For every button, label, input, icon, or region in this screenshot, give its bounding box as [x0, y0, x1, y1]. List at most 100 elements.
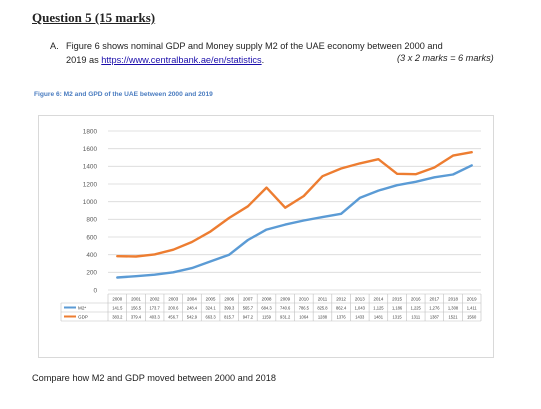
question-line-2-prefix: 2019 as: [66, 55, 102, 65]
data-label: 1,125: [373, 305, 384, 310]
question-line-1: Figure 6 shows nominal GDP and Money sup…: [66, 41, 443, 51]
data-point: [452, 173, 454, 176]
y-tick-label: 400: [86, 252, 97, 259]
data-label: 173.7: [150, 305, 161, 310]
legend-label: GDP: [78, 314, 88, 319]
data-point: [228, 253, 231, 256]
x-tick-label: 2013: [355, 296, 365, 301]
data-label: 456.7: [168, 314, 179, 319]
data-label: 324.1: [205, 305, 216, 310]
data-point: [135, 275, 137, 278]
data-point: [116, 255, 119, 258]
data-label: 1,276: [429, 305, 440, 310]
data-point: [172, 271, 175, 274]
data-point: [302, 195, 305, 197]
data-point: [433, 166, 436, 169]
y-tick-label: 800: [86, 217, 97, 224]
data-label: 200.6: [168, 305, 179, 310]
data-label: 565.7: [243, 305, 254, 310]
data-point: [396, 172, 398, 175]
data-label: 1288: [318, 314, 328, 319]
data-point: [414, 180, 417, 183]
data-label: 740.6: [280, 305, 291, 310]
y-tick-label: 1400: [83, 164, 98, 171]
x-tick-label: 2015: [392, 296, 402, 301]
data-label: 947.2: [243, 314, 254, 319]
x-tick-label: 2001: [131, 296, 141, 301]
data-point: [377, 189, 380, 192]
x-tick-label: 2018: [448, 296, 458, 301]
x-tick-label: 2008: [262, 296, 272, 301]
data-label: 931.2: [280, 314, 291, 319]
data-point: [209, 260, 212, 263]
data-point: [302, 219, 305, 222]
data-point: [116, 276, 119, 279]
y-tick-label: 1800: [83, 128, 98, 135]
footer-question: Compare how M2 and GDP moved between 200…: [32, 373, 276, 383]
data-label: 379.4: [131, 314, 142, 319]
x-tick-label: 2006: [224, 296, 234, 301]
data-label: 403.3: [150, 314, 161, 319]
data-point: [470, 151, 473, 154]
data-label: 1560: [467, 314, 477, 319]
legend-label: M2*: [78, 305, 86, 310]
x-tick-label: 2004: [187, 296, 197, 301]
data-label: 1,186: [392, 305, 403, 310]
data-label: 684.3: [261, 305, 272, 310]
data-point: [209, 230, 212, 233]
data-label: 1433: [355, 314, 365, 319]
data-point: [377, 158, 380, 161]
x-tick-label: 2016: [411, 296, 421, 301]
statistics-link[interactable]: https://www.centralbank.ae/en/statistics: [101, 55, 262, 65]
y-tick-label: 1200: [83, 181, 98, 188]
x-tick-label: 2007: [243, 296, 253, 301]
data-point: [358, 162, 361, 165]
marks-note: (3 x 2 marks = 6 marks): [397, 53, 494, 63]
data-point: [414, 173, 417, 176]
data-point: [396, 184, 398, 187]
x-tick-label: 2019: [467, 296, 477, 301]
data-label: 815.7: [224, 314, 235, 319]
x-tick-label: 2012: [336, 296, 346, 301]
x-tick-label: 2005: [206, 296, 216, 301]
data-label: 1376: [337, 314, 347, 319]
x-tick-label: 2014: [374, 296, 384, 301]
data-label: 248.4: [187, 305, 198, 310]
data-label: 156.5: [131, 305, 142, 310]
data-label: 1159: [262, 314, 272, 319]
data-point: [452, 154, 454, 157]
data-point: [246, 239, 249, 241]
data-point: [153, 273, 156, 276]
data-label: 663.3: [205, 314, 216, 319]
y-tick-label: 1000: [83, 199, 98, 206]
question-line-2: 2019 as https://www.centralbank.ae/en/st…: [66, 53, 264, 67]
data-point: [172, 248, 175, 251]
series-line-gdp: [116, 151, 473, 258]
part-letter: A.: [50, 41, 59, 51]
line-chart: 0 200 400 600 800 1000 1200 1400 1600 1800 2000 200…: [60, 128, 482, 322]
data-point: [321, 175, 324, 178]
data-label: 825.8: [317, 305, 328, 310]
data-point: [265, 228, 268, 231]
data-point: [340, 212, 343, 215]
y-tick-label: 0: [93, 287, 97, 294]
data-point: [191, 267, 193, 269]
data-point: [340, 167, 343, 170]
y-tick-label: 200: [86, 270, 97, 277]
data-point: [135, 255, 137, 258]
data-point: [433, 176, 436, 179]
data-label: 1,225: [411, 305, 422, 310]
data-point: [265, 186, 268, 189]
data-label: 542.9: [187, 314, 198, 319]
data-point: [228, 217, 231, 219]
question-line-2-suffix: .: [261, 55, 265, 65]
figure-caption: Figure 6: M2 and GPD of the UAE between …: [34, 91, 213, 98]
data-point: [284, 206, 287, 209]
data-label: 1521: [448, 314, 458, 319]
data-point: [321, 216, 324, 218]
data-label: 786.5: [299, 305, 310, 310]
x-tick-label: 2003: [168, 296, 178, 301]
data-label: 1064: [299, 314, 309, 319]
data-point: [191, 241, 193, 243]
x-tick-label: 2000: [112, 296, 122, 301]
